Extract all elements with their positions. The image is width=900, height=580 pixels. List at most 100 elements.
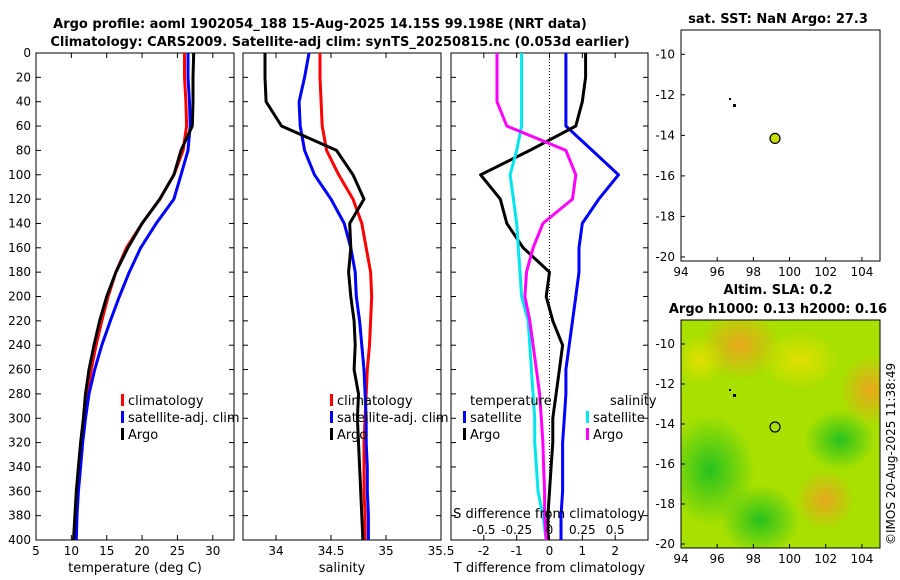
map-y-tick-label: -20 (655, 250, 675, 264)
legend-swatch (121, 394, 124, 406)
legend-label: satellite (593, 411, 645, 426)
sla-map-frame (680, 319, 881, 549)
map-y-tick-label: -14 (655, 417, 675, 431)
series-climatology (318, 53, 374, 540)
x-tick-label: 2 (611, 544, 619, 558)
y-tick-label: 60 (16, 119, 31, 133)
map-y-tick-label: -16 (655, 169, 675, 183)
map-y-tick-label: -20 (655, 537, 675, 551)
map-y-tick-label: -10 (655, 47, 675, 61)
sla-patch (805, 410, 875, 470)
y-tick-label: 220 (8, 314, 31, 328)
sla-patch (760, 330, 840, 390)
y-tick-label: 300 (8, 411, 31, 425)
map-x-tick-label: 94 (673, 265, 688, 279)
legend-swatch (330, 428, 333, 440)
map-y-tick-label: -18 (655, 497, 675, 511)
salinity-profile-frame (242, 52, 442, 541)
sla-map-speck (733, 394, 736, 397)
y-tick-label: 0 (23, 46, 31, 60)
map-y-tick-label: -16 (655, 457, 675, 471)
series-s-satellite (508, 53, 548, 541)
y-tick-label: 280 (8, 387, 31, 401)
map-y-tick-label: -10 (655, 337, 675, 351)
argo-position-marker (769, 421, 781, 433)
series-argo (263, 53, 366, 541)
x-tick-label: 15 (99, 544, 114, 558)
y-tick-label: 240 (8, 338, 31, 352)
x-tick-label: 20 (134, 544, 149, 558)
legend-label: satellite (470, 411, 522, 426)
y-tick-label: 380 (8, 509, 31, 523)
sla-map-speck (729, 389, 731, 391)
legend-label: satellite-adj. clim (337, 411, 449, 426)
legend-swatch (463, 428, 466, 440)
y-tick-label: 400 (8, 533, 31, 547)
map-x-tick-label: 96 (710, 265, 725, 279)
map-x-tick-label: 96 (710, 552, 725, 566)
x-tick-label: 35.5 (428, 544, 455, 558)
sst-map-speck (729, 98, 731, 100)
temperature-panel: 5 10 15 20 25 3002040608010012014016018020022… (8, 46, 240, 576)
y-tick-label: 200 (8, 290, 31, 304)
legend-label: satellite-adj. clim (128, 411, 240, 426)
y-tick-label: 320 (8, 436, 31, 450)
y-tick-label: 260 (8, 363, 31, 377)
y-tick-label: 340 (8, 460, 31, 474)
sst-map-panel: 94 96 98 100 102 104 -10 -12 -14 -16 -18 -20 (655, 29, 881, 279)
x-tick-label: 5 (32, 544, 40, 558)
s-tick-label: -0.25 (501, 523, 532, 537)
legend-temperature-title: temperature (470, 394, 552, 409)
credit-text: ©IMOS 20-Aug-2025 11:38:49 (884, 363, 898, 545)
sla-map-title-line2: Argo h1000: 0.13 h2000: 0.16 (669, 302, 887, 317)
temperature-profile-xlabel: temperature (deg C) (68, 561, 202, 576)
y-tick-label: 360 (8, 484, 31, 498)
map-x-tick-label: 100 (778, 265, 801, 279)
map-y-tick-label: -12 (655, 88, 675, 102)
legend-salinity-title: salinity (610, 394, 657, 409)
sst-map-title: sat. SST: NaN Argo: 27.3 (688, 12, 868, 27)
legend-label: climatology (337, 394, 413, 409)
sla-patch (840, 355, 880, 425)
map-x-tick-label: 94 (673, 552, 688, 566)
s-tick-label: 0 (546, 523, 554, 537)
y-tick-label: 80 (16, 143, 31, 157)
x-tick-label: 34 (268, 544, 283, 558)
x-tick-label: 10 (64, 544, 79, 558)
sla-patch (681, 335, 725, 385)
map-x-tick-label: 98 (746, 552, 761, 566)
map-x-tick-label: 102 (814, 552, 837, 566)
map-y-tick-label: -14 (655, 128, 675, 142)
figure-title-line2: Climatology: CARS2009. Satellite-adj cli… (50, 35, 629, 50)
s-tick-label: 0.5 (606, 523, 625, 537)
y-tick-label: 140 (8, 216, 31, 230)
map-y-tick-label: -18 (655, 209, 675, 223)
sla-patch (795, 470, 855, 530)
series-s-argo (495, 53, 578, 541)
x-tick-label: 0 (546, 544, 554, 558)
x-tick-label: -2 (478, 544, 490, 558)
map-x-tick-label: 104 (850, 552, 873, 566)
y-tick-label: 180 (8, 265, 31, 279)
difference-from-climatology-xlabel: T difference from climatology (453, 561, 646, 576)
series-t-satellite (559, 53, 620, 540)
difference-panel: -2 -1 0 1 2 T difference from climatology S di… (450, 52, 657, 576)
salinity-panel: 34 34.5 35 35.5 salinity climatology satellite… (242, 52, 455, 576)
x-tick-label: 30 (205, 544, 220, 558)
figure-title-line1: Argo profile: aoml 1902054_188 15-Aug-20… (53, 17, 587, 32)
s-tick-label: -0.5 (472, 523, 495, 537)
s-tick-label: 0.25 (569, 523, 596, 537)
map-x-tick-label: 98 (746, 265, 761, 279)
sst-map-speck (733, 104, 736, 107)
x-tick-label: -1 (511, 544, 523, 558)
series-argo (72, 52, 196, 541)
x-tick-label: 25 (170, 544, 185, 558)
sst-map-frame (680, 29, 881, 262)
map-x-tick-label: 102 (814, 265, 837, 279)
series-t-argo (479, 53, 588, 540)
legend-swatch (330, 394, 333, 406)
legend-label: Argo (337, 428, 367, 443)
y-tick-label: 20 (16, 70, 31, 84)
legend-swatch (463, 411, 466, 423)
